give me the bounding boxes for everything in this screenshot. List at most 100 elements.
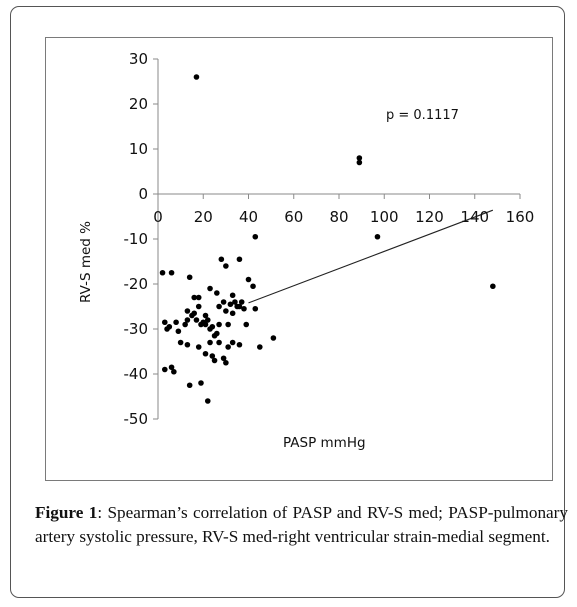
- data-point: [184, 341, 191, 348]
- data-point: [195, 344, 202, 350]
- data-point: [214, 330, 220, 337]
- trendline: [248, 209, 494, 304]
- data-point: [191, 294, 197, 301]
- data-point: [171, 368, 177, 375]
- data-point: [207, 339, 213, 346]
- x-axis-title: PASP mmHg: [283, 435, 366, 451]
- data-point: [211, 357, 218, 364]
- data-point: [195, 303, 202, 310]
- data-point: [223, 359, 229, 366]
- data-point: [252, 305, 259, 312]
- data-point: [232, 299, 238, 305]
- axes: [153, 58, 521, 420]
- data-point: [216, 321, 222, 328]
- data-point: [270, 335, 277, 341]
- data-point: [191, 310, 197, 317]
- data-point: [195, 294, 202, 301]
- data-point: [168, 269, 175, 276]
- y-tick-label: -30: [124, 320, 149, 338]
- data-point: [216, 339, 222, 346]
- data-point: [159, 269, 166, 276]
- p-value-annotation: p = 0.1117: [386, 108, 459, 123]
- data-point: [184, 308, 191, 314]
- chart-area: 30 20 10 0 -10 -20 -30 -40 -50 0 20 40 60 80 100 120 140…: [45, 37, 553, 481]
- data-point: [186, 382, 193, 389]
- data-point: [216, 303, 222, 310]
- data-point: [374, 233, 381, 240]
- data-point: [182, 321, 188, 328]
- data-point: [225, 344, 231, 350]
- figure-caption: Figure 1: Spearman’s correlation of PASP…: [35, 501, 568, 549]
- data-point: [184, 317, 191, 323]
- data-point: [241, 305, 247, 312]
- data-point: [202, 321, 209, 328]
- data-point: [252, 233, 259, 240]
- data-point: [223, 308, 229, 314]
- data-point: [186, 274, 193, 281]
- data-point: [236, 256, 243, 263]
- data-point: [225, 321, 231, 328]
- y-tick-label: -10: [124, 230, 149, 248]
- trendline-segment: [248, 209, 494, 304]
- y-tick-label: 0: [138, 185, 148, 203]
- data-point: [229, 339, 236, 346]
- figure-container: 30 20 10 0 -10 -20 -30 -40 -50 0 20 40 60 80 100 120 140…: [10, 6, 568, 598]
- data-point: [257, 344, 263, 350]
- data-point: [227, 301, 234, 308]
- data-point: [173, 319, 179, 326]
- data-point: [218, 256, 225, 263]
- data-point: [220, 299, 227, 305]
- data-point: [229, 292, 236, 299]
- y-tick-label: -40: [124, 365, 149, 383]
- x-tick-label: 0: [153, 208, 163, 226]
- data-point: [202, 312, 209, 319]
- data-point: [490, 283, 496, 290]
- y-tick-label: 20: [129, 95, 148, 113]
- figure-label: Figure 1: [35, 503, 98, 522]
- x-tick-label: 80: [329, 208, 348, 226]
- data-point: [245, 276, 252, 283]
- x-tick-label: 40: [239, 208, 258, 226]
- data-point: [177, 339, 184, 346]
- data-point: [193, 74, 200, 80]
- y-axis-title: RV-S med %: [78, 221, 94, 303]
- data-point: [236, 341, 243, 348]
- data-point: [207, 285, 213, 292]
- data-point: [198, 380, 204, 386]
- caption-text: : Spearman’s correlation of PASP and RV-…: [35, 503, 568, 546]
- data-point: [238, 299, 245, 305]
- data-point: [229, 310, 236, 317]
- data-point: [168, 364, 175, 371]
- x-tick-label: 120: [415, 208, 444, 226]
- data-point: [236, 303, 243, 310]
- data-point: [202, 350, 209, 357]
- data-point: [209, 353, 216, 359]
- x-tick-label: 20: [194, 208, 213, 226]
- x-tick-label: 140: [460, 208, 489, 226]
- data-point: [220, 355, 227, 362]
- data-point: [243, 321, 250, 328]
- data-point: [356, 155, 363, 161]
- y-tick-label: 10: [129, 140, 148, 158]
- data-point: [161, 319, 168, 326]
- data-point: [204, 317, 211, 323]
- data-point: [161, 366, 168, 373]
- data-point: [166, 323, 173, 330]
- data-point: [223, 263, 229, 269]
- data-point: [175, 328, 182, 335]
- y-tick-label: -20: [124, 275, 149, 293]
- data-point: [356, 159, 363, 166]
- x-tick-label: 100: [370, 208, 399, 226]
- data-point: [250, 283, 256, 290]
- x-tick-label: 60: [284, 208, 303, 226]
- y-tick-label: 30: [129, 50, 148, 68]
- x-tick-label: 160: [506, 208, 535, 226]
- data-point: [214, 290, 220, 296]
- y-tick-label: -50: [124, 410, 149, 428]
- data-point: [209, 323, 216, 330]
- data-point: [193, 317, 200, 323]
- data-points: [159, 74, 496, 404]
- data-point: [204, 398, 211, 404]
